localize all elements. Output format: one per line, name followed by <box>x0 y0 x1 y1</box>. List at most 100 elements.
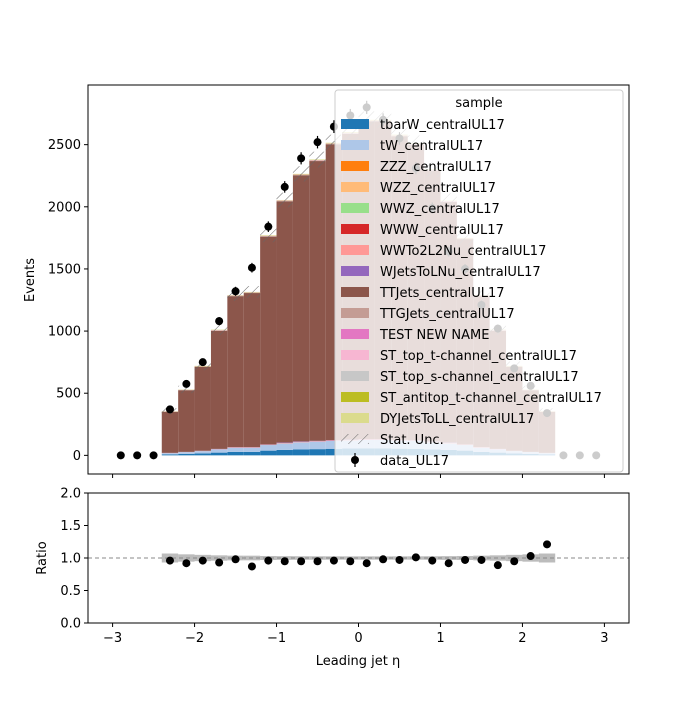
bar-tW_centralUL17-bin-5 <box>244 448 260 452</box>
ratio-x-tick-label--3: −3 <box>103 631 122 646</box>
data-point-1 <box>133 451 141 459</box>
ratio-y-tick-label-1.5: 1.5 <box>60 519 81 534</box>
main-y-tick-label-1500: 1500 <box>48 262 81 277</box>
ratio-band-bin-12 <box>359 556 375 559</box>
data-point-7 <box>232 287 240 295</box>
main-y-tick-label-2500: 2500 <box>48 138 81 153</box>
legend-label: TEST NEW NAME <box>379 328 489 343</box>
ratio-point-2 <box>199 557 207 565</box>
ratio-point-23 <box>543 540 551 548</box>
bar-TTJets_centralUL17-bin-4 <box>227 296 243 447</box>
legend-swatch <box>341 413 369 423</box>
legend-label: WWZ_centralUL17 <box>380 202 500 217</box>
data-point-6 <box>215 317 223 325</box>
data-point-5 <box>199 358 207 366</box>
legend-label: WJetsToLNu_centralUL17 <box>380 265 541 280</box>
legend-label: Stat. Unc. <box>380 433 444 448</box>
ratio-point-4 <box>232 555 240 563</box>
legend-marker <box>351 456 359 464</box>
stat-unc-bin-5 <box>244 286 260 298</box>
stat-unc-bin-7 <box>277 193 293 208</box>
data-point-4 <box>182 380 190 388</box>
bar-tW_centralUL17-bin-6 <box>260 445 276 451</box>
bar-TTJets_centralUL17-bin-3 <box>211 331 227 449</box>
bar-tW_centralUL17-bin-9 <box>309 442 325 449</box>
ratio-y-tick-label-0.5: 0.5 <box>60 584 81 599</box>
ratio-x-tick-label--1: −1 <box>267 631 286 646</box>
legend-swatch <box>341 245 369 255</box>
legend-swatch <box>341 287 369 297</box>
ratio-y-tick-label-1.0: 1.0 <box>60 552 81 567</box>
legend-swatch <box>341 119 369 129</box>
bar-tbarW_centralUL17-bin-1 <box>178 454 194 455</box>
main-x-axis-ticks <box>113 474 605 478</box>
bar-tW_centralUL17-bin-4 <box>227 448 243 452</box>
ratio-point-7 <box>281 557 289 565</box>
data-point-2 <box>150 451 158 459</box>
bar-TTJets_centralUL17-bin-5 <box>244 293 260 447</box>
bar-TTJets_centralUL17-bin-6 <box>260 237 276 445</box>
data-point-10 <box>281 183 289 191</box>
bar-tW_centralUL17-bin-7 <box>277 443 293 449</box>
bar-tW_centralUL17-bin-2 <box>195 451 211 453</box>
legend-label: WWW_centralUL17 <box>380 223 504 238</box>
ratio-point-12 <box>363 559 371 567</box>
stat-unc-bin-3 <box>211 325 227 335</box>
bar-tbarW_centralUL17-bin-5 <box>244 452 260 455</box>
data-point-11 <box>297 154 305 162</box>
legend-label: TTGJets_centralUL17 <box>379 307 515 322</box>
ratio-point-16 <box>428 557 436 565</box>
ratio-point-10 <box>330 557 338 565</box>
legend-swatch <box>341 329 369 339</box>
ratio-x-tick-label-1: 1 <box>436 631 444 646</box>
ratio-point-18 <box>461 556 469 564</box>
main-y-axis-label: Events <box>23 258 38 302</box>
legend-swatch <box>341 161 369 171</box>
legend-label: DYJetsToLL_centralUL17 <box>380 412 534 427</box>
data-point-9 <box>264 223 272 231</box>
legend-swatch <box>341 203 369 213</box>
legend-item-13: ST_antitop_t-channel_centralUL17 <box>341 391 602 406</box>
legend-label: ST_top_s-channel_centralUL17 <box>380 370 579 385</box>
ratio-point-20 <box>494 561 502 569</box>
bar-tW_centralUL17-bin-1 <box>178 452 194 454</box>
legend-label: ZZZ_centralUL17 <box>380 160 492 175</box>
bar-tbarW_centralUL17-bin-8 <box>293 449 309 455</box>
legend: sample tbarW_centralUL17tW_centralUL17ZZ… <box>335 90 623 472</box>
bar-TTJets_centralUL17-bin-8 <box>293 175 309 441</box>
ratio-point-6 <box>264 557 272 565</box>
ratio-y-tick-label-0.0: 0.0 <box>60 617 81 632</box>
bar-tW_centralUL17-bin-8 <box>293 442 309 449</box>
x-axis-label: Leading jet η <box>316 654 401 669</box>
legend-swatch <box>341 266 369 276</box>
bar-tbarW_centralUL17-bin-0 <box>162 454 178 455</box>
legend-swatch <box>341 224 369 234</box>
bar-TTJets_centralUL17-bin-7 <box>277 201 293 442</box>
legend-label: WZZ_centralUL17 <box>380 181 496 196</box>
ratio-x-tick-label--2: −2 <box>185 631 204 646</box>
bar-tbarW_centralUL17-bin-4 <box>227 452 243 455</box>
legend-label: TTJets_centralUL17 <box>379 286 505 301</box>
stat-unc-bin-8 <box>293 166 309 181</box>
bar-tW_centralUL17-bin-3 <box>211 449 227 452</box>
bar-TTJets_centralUL17-bin-2 <box>195 367 211 451</box>
bar-TTJets_centralUL17-bin-0 <box>162 412 178 453</box>
legend-label: ST_top_t-channel_centralUL17 <box>380 349 577 364</box>
data-point-8 <box>248 264 256 272</box>
legend-swatch <box>341 182 369 192</box>
ratio-x-tick-label-2: 2 <box>518 631 526 646</box>
data-point-3 <box>166 405 174 413</box>
bar-tW_centralUL17-bin-0 <box>162 453 178 454</box>
legend-swatch <box>341 350 369 360</box>
ratio-y-tick-label-2.0: 2.0 <box>60 487 81 502</box>
legend-label: data_UL17 <box>380 454 449 469</box>
bar-tbarW_centralUL17-bin-9 <box>309 449 325 455</box>
ratio-point-13 <box>379 555 387 563</box>
bar-TTJets_centralUL17-bin-1 <box>178 390 194 452</box>
legend-label: ST_antitop_t-channel_centralUL17 <box>380 391 602 406</box>
ratio-point-22 <box>527 552 535 560</box>
legend-swatch-hatch <box>341 434 369 444</box>
